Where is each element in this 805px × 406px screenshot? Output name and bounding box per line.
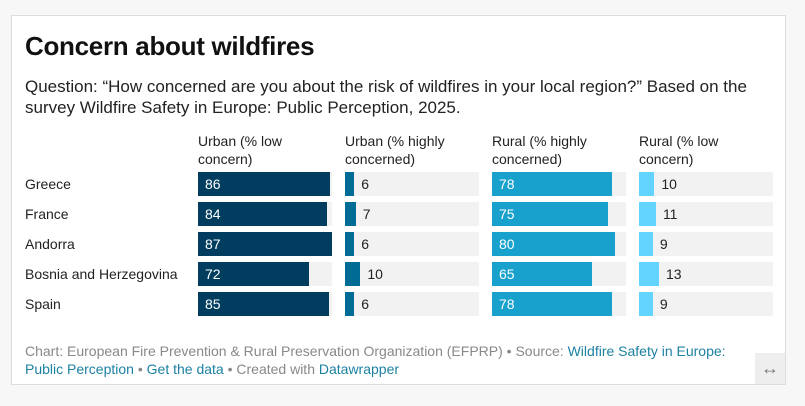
data-label: 9 bbox=[659, 296, 668, 312]
chart-card: Concern about wildfires Question: “How c… bbox=[11, 15, 786, 385]
bar-track: 78 bbox=[492, 172, 626, 196]
row-label: Spain bbox=[25, 296, 61, 312]
bar bbox=[198, 292, 329, 316]
data-label: 10 bbox=[367, 266, 383, 282]
data-label: 86 bbox=[205, 176, 221, 192]
bar bbox=[345, 202, 356, 226]
bar-track: 65 bbox=[492, 262, 626, 286]
data-label: 13 bbox=[666, 266, 682, 282]
bar-track: 11 bbox=[639, 202, 773, 226]
data-label: 10 bbox=[661, 176, 677, 192]
column-header: Rural (% highly concerned) bbox=[492, 133, 587, 167]
data-label: 75 bbox=[499, 206, 515, 222]
bar-track: 78 bbox=[492, 292, 626, 316]
bar bbox=[492, 232, 616, 256]
bar-track: 84 bbox=[198, 202, 332, 226]
column-header: Urban (% low concern) bbox=[198, 133, 283, 167]
bar-track: 7 bbox=[345, 202, 479, 226]
datawrapper-link[interactable]: Datawrapper bbox=[318, 361, 400, 377]
data-label: 7 bbox=[362, 206, 371, 222]
bar bbox=[639, 172, 655, 196]
data-label: 84 bbox=[205, 206, 221, 222]
bar-track: 6 bbox=[345, 292, 479, 316]
data-label: 87 bbox=[205, 236, 221, 252]
bar bbox=[345, 232, 355, 256]
bar-track: 72 bbox=[198, 262, 332, 286]
data-label: 80 bbox=[499, 236, 515, 252]
bar bbox=[345, 262, 361, 286]
data-label: 85 bbox=[205, 296, 221, 312]
get-data-link[interactable]: Get the data bbox=[146, 361, 224, 377]
chart-title: Concern about wildfires bbox=[25, 31, 315, 61]
data-label: 65 bbox=[499, 266, 515, 282]
footer-created: • Created with bbox=[223, 361, 319, 377]
data-label: 6 bbox=[361, 296, 370, 312]
bar bbox=[639, 262, 660, 286]
chart-subtitle: Question: “How concerned are you about t… bbox=[25, 77, 747, 117]
footer-credit: Chart: European Fire Prevention & Rural … bbox=[25, 343, 568, 359]
data-label: 78 bbox=[499, 296, 515, 312]
bar-track: 6 bbox=[345, 172, 479, 196]
column-header: Rural (% low concern) bbox=[639, 133, 719, 167]
bar bbox=[198, 202, 328, 226]
data-label: 72 bbox=[205, 266, 221, 282]
bar bbox=[345, 292, 355, 316]
row-label: Greece bbox=[25, 176, 71, 192]
data-label: 11 bbox=[662, 206, 678, 222]
row-label: Bosnia and Herzegovina bbox=[25, 266, 178, 282]
bar bbox=[639, 292, 653, 316]
bar-track: 87 bbox=[198, 232, 332, 256]
separator: • bbox=[133, 361, 147, 377]
bar bbox=[345, 172, 355, 196]
bar bbox=[639, 202, 656, 226]
bar-track: 75 bbox=[492, 202, 626, 226]
data-label: 6 bbox=[361, 236, 370, 252]
bar-track: 6 bbox=[345, 232, 479, 256]
bar-track: 80 bbox=[492, 232, 626, 256]
bar-track: 9 bbox=[639, 292, 773, 316]
bar-track: 10 bbox=[345, 262, 479, 286]
bar-track: 86 bbox=[198, 172, 332, 196]
bar-track: 85 bbox=[198, 292, 332, 316]
bar bbox=[492, 292, 613, 316]
source-link[interactable]: Wildfire Safety in Europe: Public Percep… bbox=[25, 343, 726, 377]
data-label: 6 bbox=[361, 176, 370, 192]
bar-track: 10 bbox=[639, 172, 773, 196]
bar bbox=[492, 172, 613, 196]
footer: Chart: European Fire Prevention & Rural … bbox=[25, 342, 755, 378]
bar bbox=[639, 232, 653, 256]
resize-icon[interactable]: ↔ bbox=[755, 353, 785, 384]
bar bbox=[198, 232, 332, 256]
row-label: France bbox=[25, 206, 69, 222]
bar bbox=[198, 172, 331, 196]
bar-track: 13 bbox=[639, 262, 773, 286]
bar bbox=[198, 262, 309, 286]
bar-track: 9 bbox=[639, 232, 773, 256]
data-label: 78 bbox=[499, 176, 515, 192]
bar bbox=[492, 202, 608, 226]
data-label: 9 bbox=[659, 236, 668, 252]
row-label: Andorra bbox=[25, 236, 75, 252]
bar bbox=[492, 262, 593, 286]
column-header: Urban (% highly concerned) bbox=[345, 133, 445, 167]
